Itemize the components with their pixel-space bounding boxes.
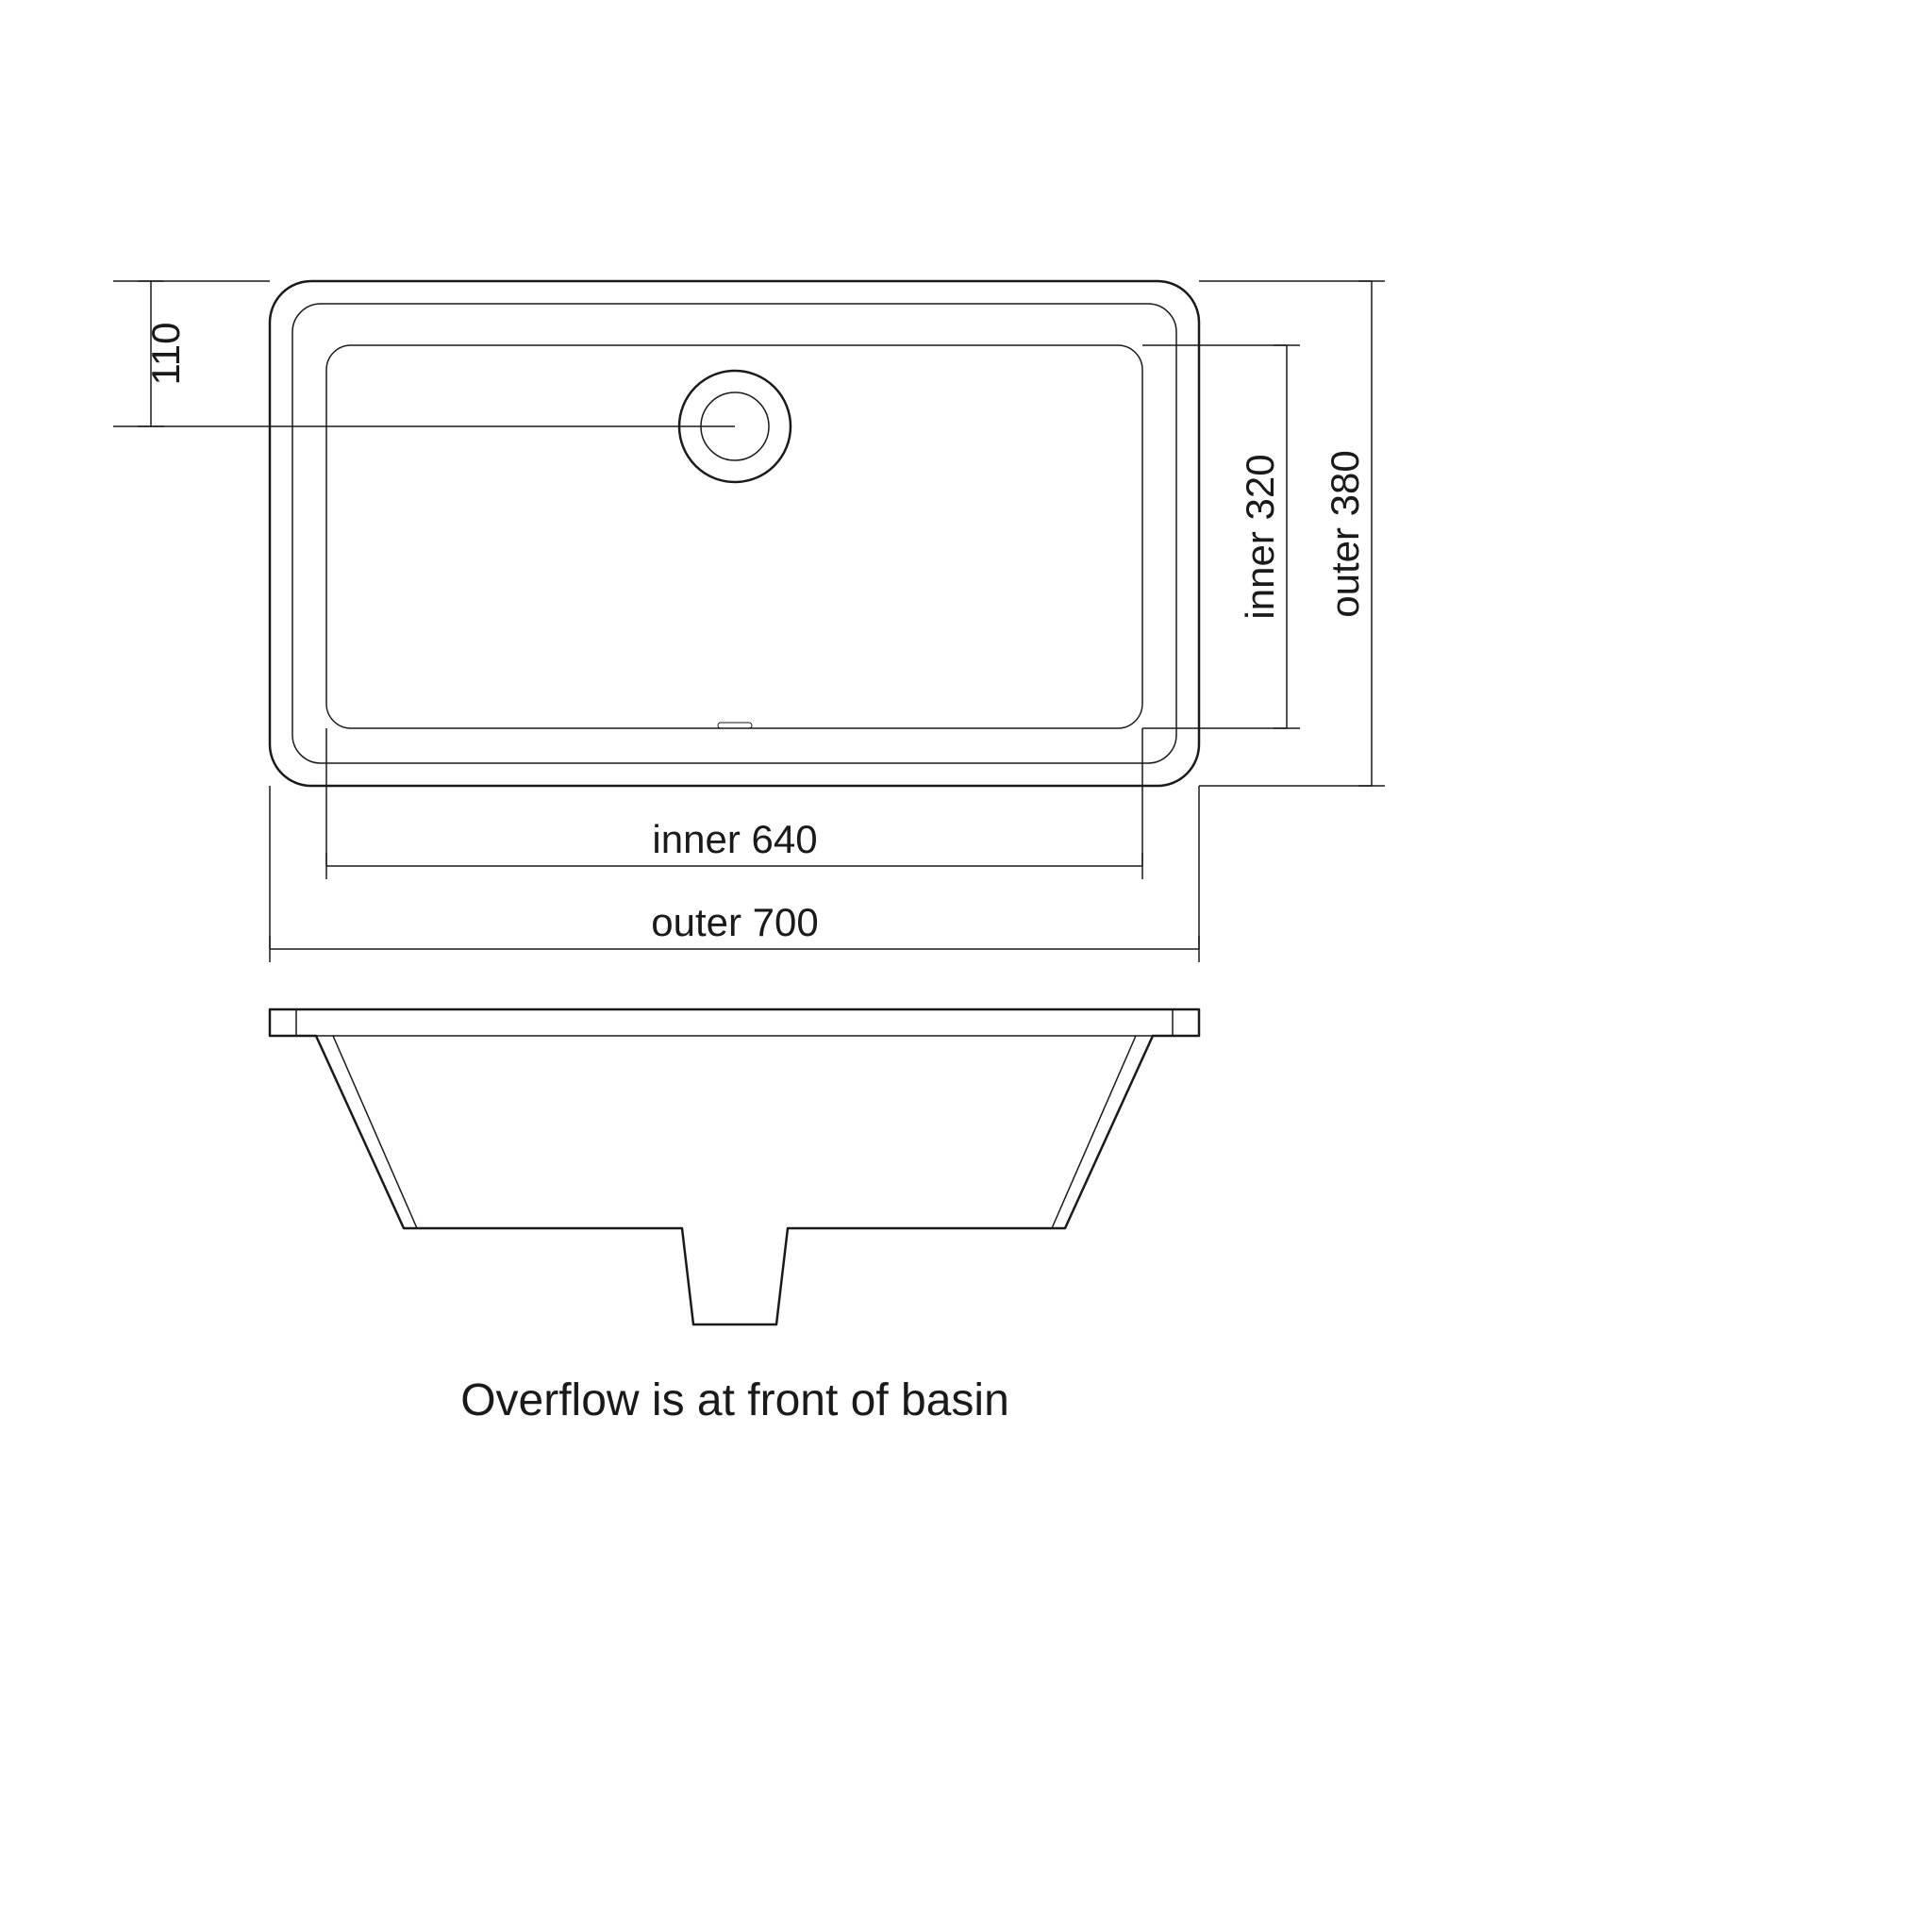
side-view-outline (270, 1009, 1199, 1324)
dimension-label: inner 640 (652, 817, 817, 861)
overflow-slot (718, 723, 752, 728)
dimension-label: inner 320 (1238, 454, 1282, 619)
overflow-note: Overflow is at front of basin (460, 1375, 1009, 1425)
dimension-label: outer 380 (1323, 450, 1367, 617)
dimension-label: outer 700 (651, 900, 818, 944)
basin-technical-drawing: 110 inner 640 outer 700 inner 320 outer 380 O… (0, 0, 1932, 1932)
dimension-label: 110 (143, 323, 188, 386)
